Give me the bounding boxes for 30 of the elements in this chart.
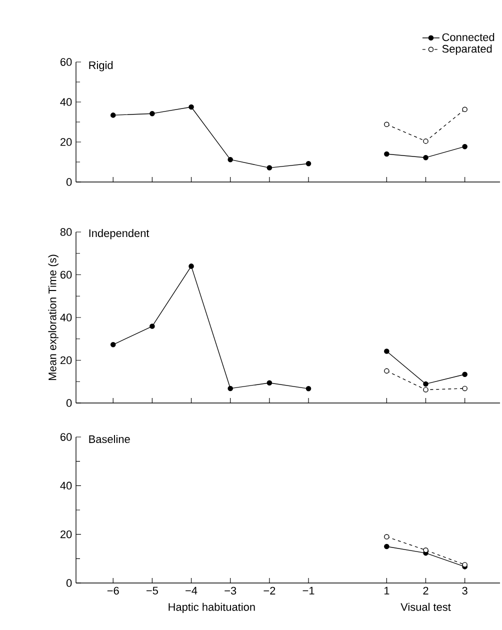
x-tick-label: −1: [302, 586, 314, 594]
y-tick-label: 20: [60, 356, 72, 364]
y-tick-label: 80: [60, 228, 72, 236]
x-tick-label: 2: [423, 586, 428, 594]
y-tick-label: 60: [60, 58, 72, 66]
legend-label: Connected: [442, 33, 494, 42]
x-tick-label: −6: [107, 586, 119, 595]
x-tick-label: −3: [224, 586, 236, 595]
x-tick-label: 1: [384, 586, 390, 594]
y-tick-label: 60: [60, 433, 72, 441]
legend-label: Separated: [442, 44, 492, 55]
y-tick-label: 0: [66, 579, 72, 587]
chart-title: Independent: [89, 229, 150, 240]
y-tick-label: 40: [60, 314, 72, 322]
text: Visual test: [400, 602, 451, 611]
chart-title: Baseline: [89, 435, 130, 444]
y-tick-label: 0: [66, 178, 72, 186]
y-tick-label: 20: [60, 138, 72, 146]
chart-title: Rigid: [89, 61, 113, 72]
x-axis-title: Haptic habituation: [168, 602, 255, 614]
y-tick-label: 20: [60, 530, 72, 538]
x-tick-label: −4: [186, 586, 198, 594]
y-tick-label: 0: [66, 399, 72, 407]
y-axis-title: Mean exploration Time (s): [48, 254, 58, 380]
x-tick-label: 3: [462, 586, 468, 595]
x-tick-label: −2: [264, 586, 276, 594]
y-tick-label: 40: [60, 482, 72, 490]
y-tick-label: 60: [60, 270, 72, 279]
x-tick-label: −5: [146, 586, 158, 594]
y-tick-label: 40: [60, 98, 72, 106]
